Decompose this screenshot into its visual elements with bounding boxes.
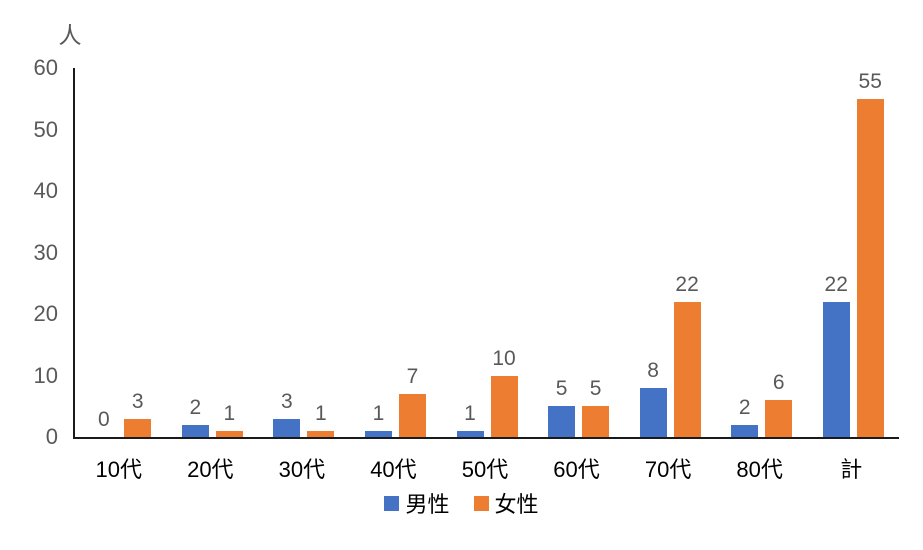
y-tick-label: 40: [33, 178, 58, 203]
legend-label: 男性: [405, 492, 450, 517]
x-category-label: 70代: [644, 457, 692, 482]
bar-男性-40代: [364, 430, 392, 437]
bar-女性-30代: [307, 430, 335, 437]
legend-label: 女性: [494, 492, 539, 517]
bar-男性-80代: [731, 424, 759, 437]
bar-value-label: 7: [406, 364, 419, 388]
bar-value-label: 3: [281, 389, 293, 413]
bar-value-label: 6: [772, 371, 785, 395]
bar-男性-50代: [456, 430, 484, 437]
x-category-label: 60代: [553, 457, 600, 482]
bar-value-label: 55: [858, 69, 882, 93]
y-tick-label: 10: [33, 362, 58, 388]
x-category-label: 80代: [736, 457, 783, 482]
bar-value-label: 1: [223, 401, 236, 425]
bar-女性-20代: [215, 430, 243, 437]
y-tick-label: 20: [33, 301, 58, 326]
bar-女性-10代: [124, 418, 152, 437]
bar-value-label: 5: [555, 377, 568, 401]
y-tick-label: 50: [33, 116, 58, 142]
bar-value-label: 2: [738, 395, 751, 419]
bar-value-label: 1: [315, 401, 327, 425]
bar-value-label: 10: [492, 346, 516, 370]
x-category-label: 10代: [95, 457, 142, 482]
y-tick-label: 0: [45, 424, 58, 449]
bar-男性-30代: [273, 418, 301, 437]
plot-area: 0 3 2 1 3 1 1 7 1 10 5 5 8 22 2 6 22 55: [73, 68, 899, 439]
x-category-label: 50代: [461, 457, 509, 482]
bar-女性-60代: [582, 406, 610, 437]
bar-value-label: 2: [189, 395, 202, 419]
x-category-label: 40代: [370, 457, 417, 482]
bar-男性-60代: [548, 406, 576, 437]
bar-value-label: 1: [372, 401, 385, 425]
bar-女性-80代: [765, 400, 793, 437]
bar-男性-70代: [639, 387, 667, 437]
legend-item-女性: 女性: [473, 487, 539, 519]
bar-女性-40代: [398, 393, 426, 437]
y-tick-label: 60: [33, 55, 58, 80]
bar-女性-計: [856, 98, 884, 437]
bar-value-label: 22: [824, 272, 848, 296]
legend-swatch-icon: [473, 495, 489, 511]
x-category-label: 30代: [278, 457, 326, 482]
bar-男性-計: [822, 301, 850, 437]
bar-value-label: 0: [97, 408, 110, 431]
bar-女性-50代: [490, 375, 518, 437]
x-category-label: 20代: [187, 457, 234, 482]
legend-swatch-icon: [384, 495, 400, 511]
x-category-label: 計: [840, 457, 863, 482]
y-tick-label: 30: [33, 239, 58, 265]
bar-value-label: 5: [589, 377, 602, 401]
bar-value-label: 3: [131, 389, 144, 413]
bar-value-label: 22: [675, 272, 699, 296]
legend-item-男性: 男性: [384, 487, 450, 519]
legend: 男性 女性: [0, 487, 923, 519]
bar-value-label: 8: [647, 358, 659, 382]
y-axis-title: 人: [58, 22, 82, 48]
bar-女性-70代: [673, 301, 701, 437]
bar-男性-20代: [181, 424, 209, 437]
bar-value-label: 1: [464, 401, 476, 425]
